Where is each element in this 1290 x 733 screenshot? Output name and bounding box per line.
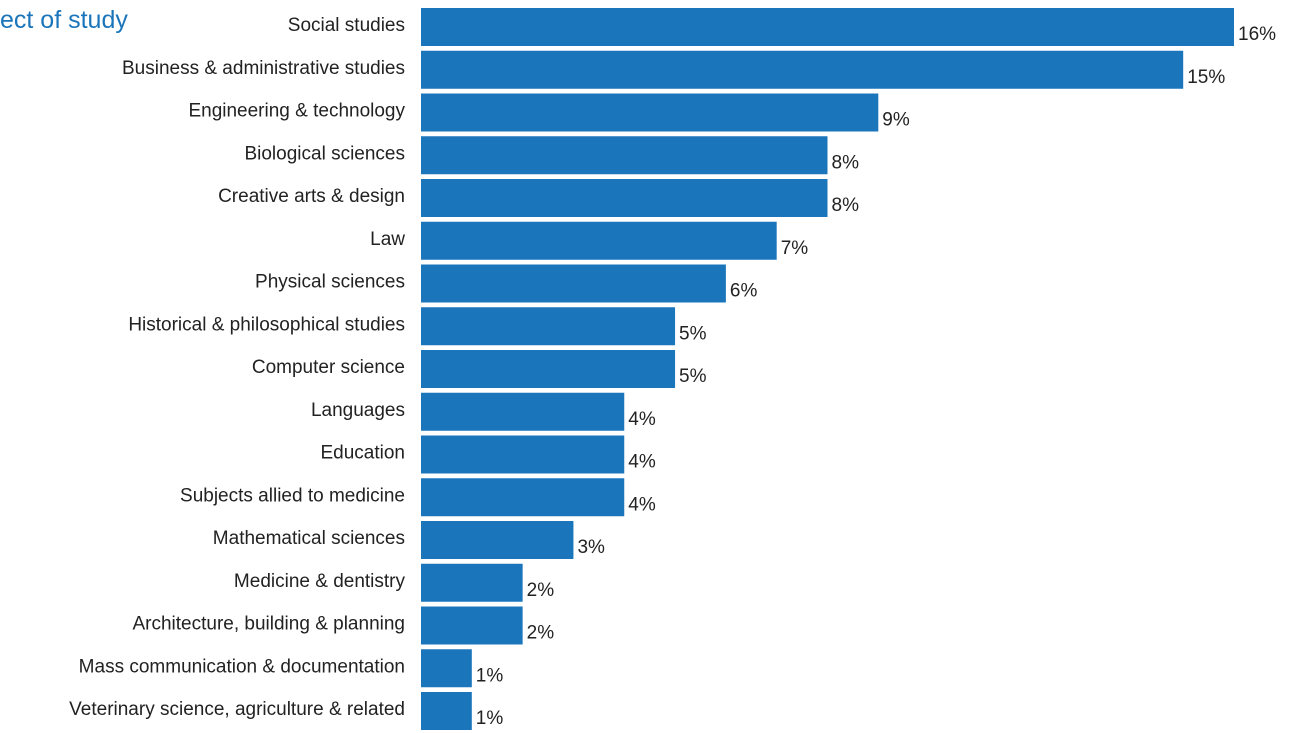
category-label: Mass communication & documentation	[79, 656, 405, 677]
value-label: 3%	[577, 537, 605, 558]
bar-12	[421, 521, 574, 559]
bar-3	[421, 136, 828, 175]
bar-16	[421, 692, 472, 730]
value-label: 5%	[679, 366, 707, 387]
value-label: 15%	[1187, 67, 1225, 88]
value-label: 16%	[1238, 24, 1276, 45]
value-label: 8%	[832, 152, 860, 173]
value-label: 7%	[781, 238, 809, 259]
value-label: 1%	[476, 665, 504, 686]
bars-group	[421, 8, 1234, 730]
category-label: Business & administrative studies	[122, 58, 405, 79]
category-label: Architecture, building & planning	[132, 614, 405, 635]
category-label: Physical sciences	[255, 272, 405, 293]
bar-0	[421, 8, 1234, 46]
bar-2	[421, 93, 879, 132]
value-label: 1%	[476, 708, 504, 729]
category-label: Languages	[311, 400, 405, 421]
value-label: 6%	[730, 281, 758, 302]
category-label: Computer science	[252, 357, 405, 378]
category-label: Veterinary science, agriculture & relate…	[69, 699, 405, 720]
category-label: Law	[370, 229, 405, 250]
bar-15	[421, 649, 472, 688]
bar-10	[421, 435, 625, 474]
value-label: 4%	[628, 409, 656, 430]
bar-11	[421, 478, 625, 517]
bar-1	[421, 50, 1184, 89]
category-label: Mathematical sciences	[213, 528, 405, 549]
bar-5	[421, 221, 777, 260]
value-label: 2%	[527, 580, 555, 601]
category-label: Medicine & dentistry	[234, 571, 406, 592]
bar-7	[421, 307, 676, 346]
value-label: 8%	[832, 195, 860, 216]
value-label: 4%	[628, 494, 656, 515]
category-label: Social studies	[288, 15, 405, 36]
bar-6	[421, 264, 726, 303]
category-labels: Social studies Business & administrative …	[69, 15, 405, 720]
category-label: Subjects allied to medicine	[180, 485, 405, 506]
bar-9	[421, 392, 625, 431]
category-label: Engineering & technology	[188, 101, 405, 122]
value-label: 4%	[628, 452, 656, 473]
value-labels: 16% 15% 9% 8% 8% 7% 6% 5% 5% 4% 4% 4% 3% 2% 2% 1% 1%	[476, 24, 1276, 729]
bar-8	[421, 350, 676, 388]
bar-4	[421, 179, 828, 217]
category-label: Creative arts & design	[218, 186, 405, 207]
bar-14	[421, 606, 523, 645]
value-label: 2%	[527, 623, 555, 644]
category-label: Education	[320, 443, 405, 464]
category-label: Biological sciences	[244, 143, 405, 164]
bar-13	[421, 563, 523, 602]
value-label: 5%	[679, 323, 707, 344]
category-label: Historical & philosophical studies	[128, 314, 405, 335]
chart-title: ect of study	[0, 6, 128, 34]
value-label: 9%	[882, 110, 910, 131]
